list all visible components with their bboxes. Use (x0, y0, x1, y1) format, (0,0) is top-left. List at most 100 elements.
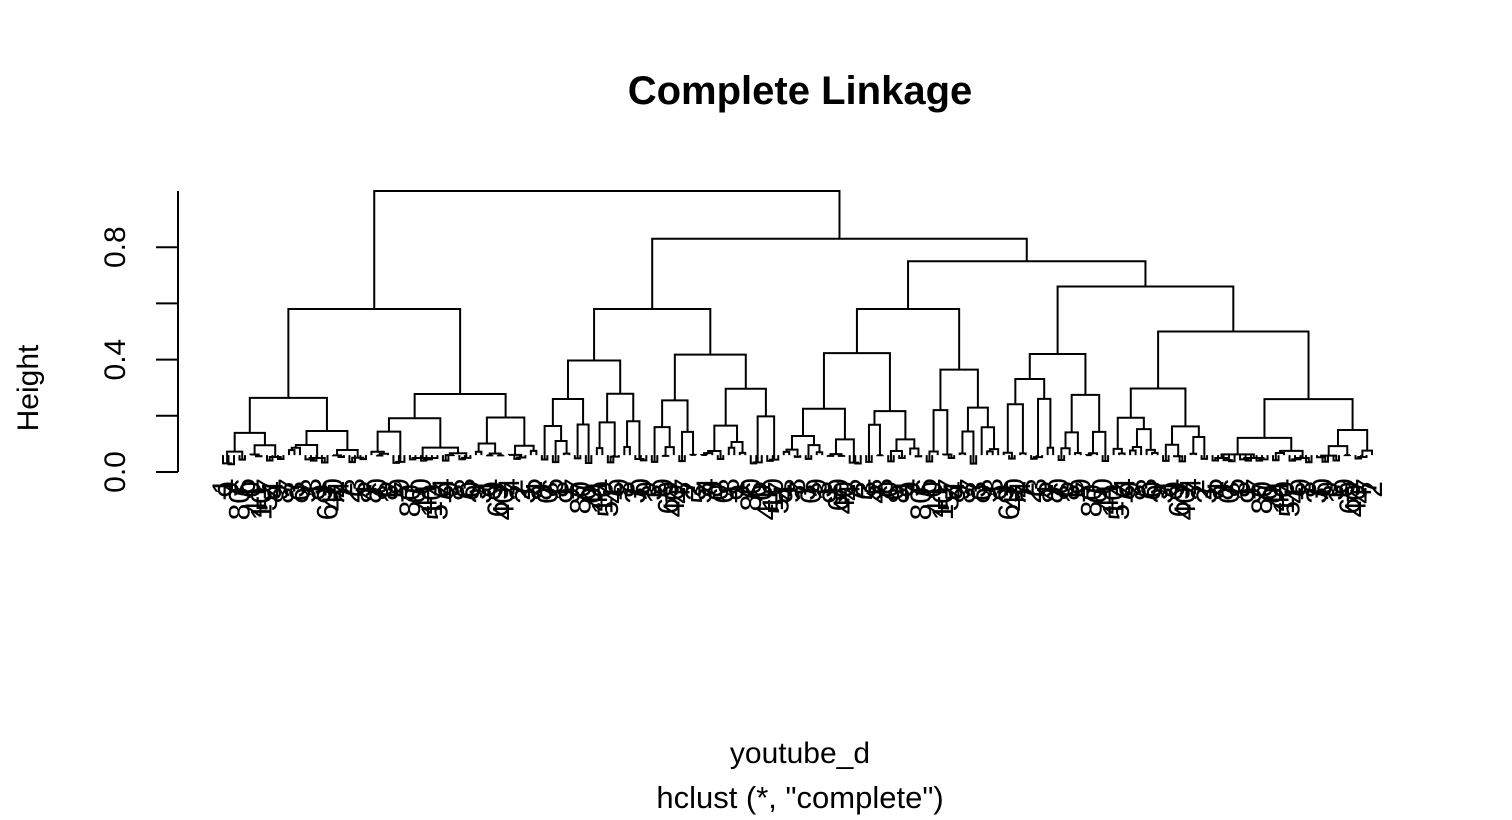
leaf-label: 5 (685, 487, 718, 504)
leaf-label: 6 (537, 478, 570, 495)
leaf-label: 1 (1230, 484, 1263, 501)
dendrogram-branch (1092, 430, 1107, 462)
leaf-label: 57 (762, 481, 795, 514)
leaf-label: 9 (476, 481, 509, 498)
dendrogram-branch (1074, 452, 1082, 456)
dendrogram-branch (626, 420, 641, 460)
dendrogram-branch (458, 455, 466, 461)
dendrogram-branch (639, 455, 648, 462)
leaf-label: 8 (949, 487, 982, 504)
dendrogram-branch (925, 455, 934, 463)
leaf-label: 3 (1021, 478, 1054, 495)
leaf-label: 7 (900, 484, 933, 501)
leaf-label: 0 (361, 478, 394, 495)
dendrogram-branch (1019, 452, 1027, 456)
leaf-label: 8 (267, 487, 300, 504)
dendrogram-branch (1214, 456, 1229, 461)
leaf-label: 10 (757, 478, 790, 511)
dendrogram-branch (1008, 455, 1016, 460)
leaf-label: 40 (487, 487, 520, 520)
leaf-label: 3 (449, 478, 482, 495)
leaf-label: 0 (625, 478, 658, 495)
leaf-label: 41 (922, 484, 955, 517)
dendrogram-branch (1002, 451, 1013, 459)
leaf-label: 6 (1219, 478, 1252, 495)
leaf-label: 41 (410, 481, 443, 514)
dendrogram-branch (650, 455, 659, 463)
leaf-label: 9 (724, 484, 757, 501)
leaf-label: 7 (328, 484, 361, 501)
dendrogram-branch (1131, 446, 1143, 456)
leaf-label: 4 (1004, 481, 1037, 498)
dendrogram-branch (969, 455, 978, 465)
dendrogram-branch (1278, 449, 1304, 458)
dendrogram-branch (855, 308, 961, 370)
leaf-label: 3 (1318, 484, 1351, 501)
leaf-label: 6 (229, 478, 262, 495)
dendrogram-branch (730, 441, 744, 453)
leaf-label: 0 (1213, 487, 1246, 504)
leaf-label: 6 (399, 487, 432, 504)
leaf-label: 3 (636, 484, 669, 501)
leaf-label: 3 (960, 481, 993, 498)
dendrogram-branch (1030, 455, 1038, 460)
dendrogram-branch (1305, 455, 1313, 464)
leaf-label: 3 (1131, 478, 1164, 495)
leaf-label: 9 (1329, 478, 1362, 495)
dendrogram-branch (376, 430, 402, 462)
dendrogram-branch (253, 444, 277, 457)
leaf-label: 0 (234, 481, 267, 498)
dendrogram-branch (485, 416, 526, 446)
dendrogram-branch (1316, 455, 1327, 462)
leaf-label: 0 (795, 487, 828, 504)
dendrogram-branch (961, 430, 975, 464)
leaf-label: 8 (1208, 484, 1241, 501)
leaf-label: 40 (828, 481, 861, 514)
leaf-label: 0 (531, 487, 564, 504)
leaf-label: 4 (256, 481, 289, 498)
leaf-label: 9 (1142, 484, 1175, 501)
dendrogram-branch (474, 450, 483, 456)
leaf-label: 7 (498, 481, 531, 498)
leaf-label: 7 (1070, 481, 1103, 498)
leaf-label: 8 (355, 487, 388, 504)
leaf-label: 7 (1125, 487, 1158, 504)
leaf-label: 0 (702, 484, 735, 501)
leaf-label: 6 (1252, 484, 1285, 501)
leaf-label: 80 (905, 487, 938, 520)
dendrogram-branch (566, 359, 622, 400)
leaf-label: 9 (894, 481, 927, 498)
dendrogram-branch (609, 455, 620, 463)
leaf-label: 3 (1191, 487, 1224, 504)
leaf-label: 4 (938, 481, 971, 498)
leaf-label: 80 (1076, 484, 1109, 517)
dendrogram-branch (986, 450, 994, 456)
dendrogram-branch (265, 455, 274, 462)
leaf-label: 7 (1180, 481, 1213, 498)
leaf-label: 8 (1037, 487, 1070, 504)
dendrogram-branch (887, 455, 895, 463)
y-tick-label: 0.8 (99, 226, 132, 268)
leaf-label: 8 (526, 484, 559, 501)
leaf-label: 7 (559, 478, 592, 495)
dendrogram-branch (1164, 443, 1180, 461)
leaf-label: 57 (251, 478, 284, 511)
dendrogram-branch (1046, 446, 1055, 456)
leaf-label: 0 (872, 481, 905, 498)
y-tick-label: 0.0 (99, 451, 132, 493)
dendrogram-branch (238, 455, 246, 461)
leaf-label: 0 (575, 487, 608, 504)
dendrogram-branch (889, 449, 903, 462)
leaf-label: 1 (641, 487, 674, 504)
dendrogram-branch (540, 455, 549, 461)
dendrogram-branch (1037, 397, 1052, 458)
dendrogram-branch (1327, 445, 1349, 456)
leaf-label: 7 (443, 487, 476, 504)
dendrogram-branch (898, 455, 906, 460)
leaf-label: 6 (911, 478, 944, 495)
dendrogram-branch (1057, 455, 1066, 461)
leaf-label: 7 (273, 478, 306, 495)
dendrogram-branch (598, 421, 616, 457)
dendrogram-branch (713, 424, 739, 451)
leaf-label: 57 (933, 478, 966, 511)
